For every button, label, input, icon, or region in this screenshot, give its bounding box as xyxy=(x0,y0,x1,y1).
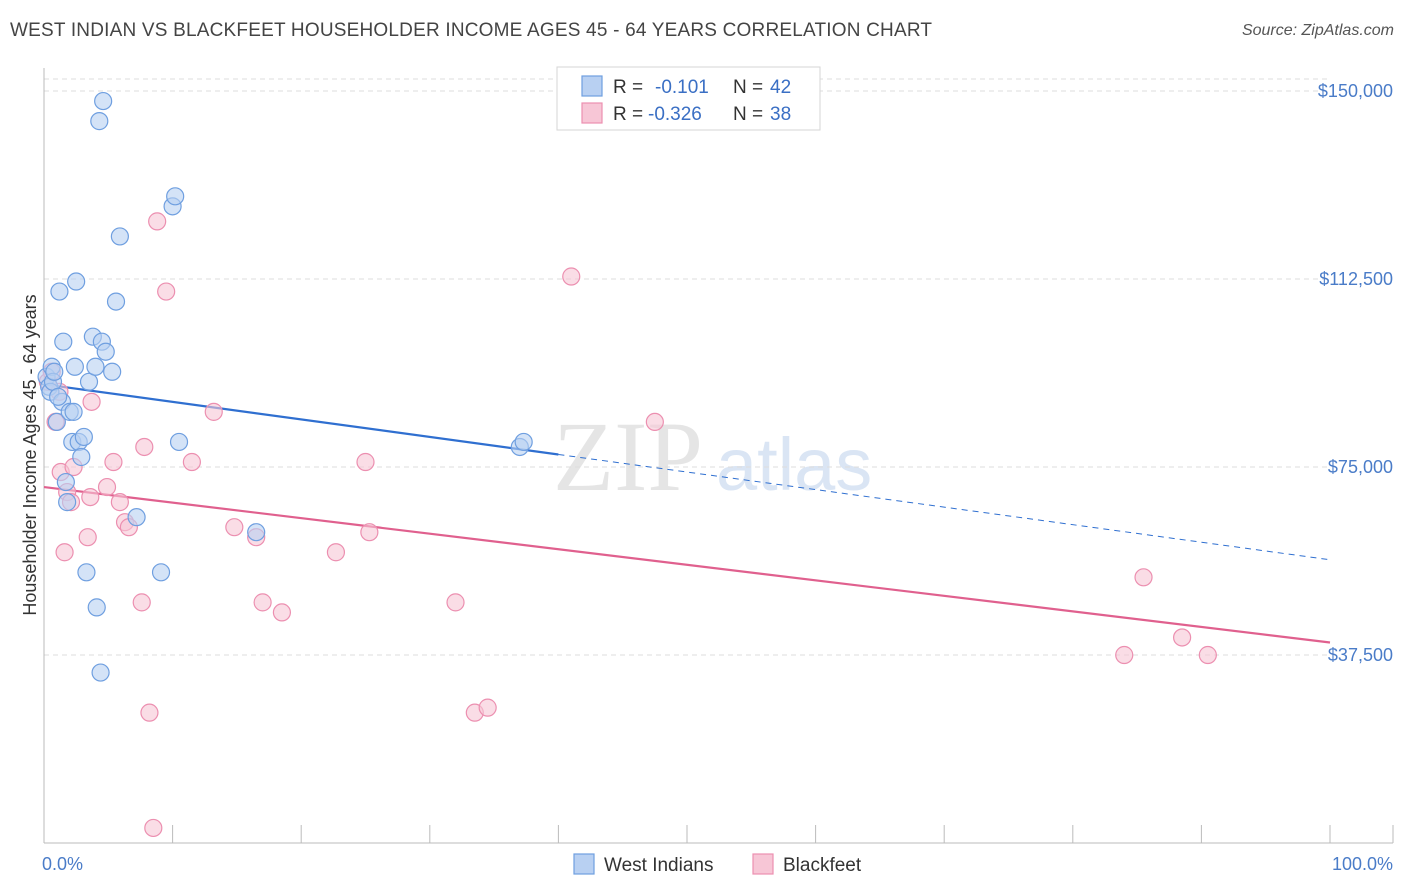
west-indians-point-7 xyxy=(50,282,69,301)
x-tick-label-max: 100.0% xyxy=(1332,854,1393,874)
trend-line-blackfeet xyxy=(43,485,1331,644)
legend-r-value-1: -0.101 xyxy=(655,77,709,98)
west-indians-point-23 xyxy=(86,357,105,376)
legend-n-label-2: N = xyxy=(733,104,763,125)
axes xyxy=(43,68,1394,844)
legend-r-value-2: -0.326 xyxy=(648,104,702,125)
west-indians-point-19 xyxy=(74,427,93,447)
legend-n-value-1: 42 xyxy=(770,77,791,98)
blackfeet-point-39 xyxy=(1173,628,1192,647)
west-indians-point-37 xyxy=(169,432,189,452)
bottom-legend-swatch-west-indians xyxy=(573,853,595,875)
blackfeet-point-31 xyxy=(360,523,379,542)
y-tick-labels: $37,500 $75,000 $112,500 $150,000 xyxy=(1318,81,1393,665)
west-indians-point-31 xyxy=(106,292,126,311)
west-indians-point-40 xyxy=(514,432,533,452)
west-indians-point-9 xyxy=(54,332,73,351)
blackfeet-point-21 xyxy=(148,212,167,231)
legend-swatch-blackfeet xyxy=(581,102,603,124)
blackfeet-point-40 xyxy=(1198,645,1217,665)
west-indians-point-14 xyxy=(64,402,83,421)
legend-r-label-2: R = xyxy=(613,104,643,125)
legend-box: R = -0.101 N = 42 R = -0.326 N = 38 xyxy=(556,66,821,131)
west-indians-point-28 xyxy=(94,91,113,111)
blackfeet-point-12 xyxy=(97,477,117,497)
trend-line-west-indians xyxy=(43,383,559,456)
legend-n-value-2: 38 xyxy=(770,104,791,125)
west-indians-point-16 xyxy=(67,272,86,291)
bottom-legend-swatch-blackfeet xyxy=(752,853,774,875)
west-indians-point-38 xyxy=(247,523,266,542)
west-indians-point-5 xyxy=(45,362,64,381)
blackfeet-point-9 xyxy=(78,528,97,547)
west-indians-point-21 xyxy=(79,372,99,391)
blackfeet-point-36 xyxy=(645,412,664,432)
blackfeet-point-35 xyxy=(562,267,581,286)
y-axis-title: Householder Income Ages 45 - 64 years xyxy=(20,294,40,615)
west-indians-point-29 xyxy=(96,342,115,361)
chart-title: WEST INDIAN VS BLACKFEET HOUSEHOLDER INC… xyxy=(10,20,933,41)
blackfeet-point-24 xyxy=(204,402,223,421)
blackfeet-point-18 xyxy=(135,437,154,457)
legend-swatch-west-indians xyxy=(581,75,603,97)
west-indians-point-20 xyxy=(77,563,96,582)
blackfeet-point-5 xyxy=(55,543,74,562)
west-indians-point-11 xyxy=(58,493,77,512)
blackfeet-point-20 xyxy=(144,818,163,838)
blackfeet-point-19 xyxy=(140,703,159,722)
legend-r-label-1: R = xyxy=(613,77,643,98)
blackfeet-point-25 xyxy=(225,518,244,537)
y-tick-label-1: $75,000 xyxy=(1328,457,1393,477)
x-tick-label-min: 0.0% xyxy=(42,854,83,874)
data-points xyxy=(37,91,1217,838)
trend-lines xyxy=(43,383,1331,644)
west-indians-point-32 xyxy=(110,227,129,246)
watermark-atlas: atlas xyxy=(716,423,872,506)
bottom-legend-blackfeet: Blackfeet xyxy=(783,855,862,876)
west-indians-point-33 xyxy=(127,508,146,527)
west-indians-point-34 xyxy=(151,563,171,582)
source-label: Source: ZipAtlas.com xyxy=(1241,22,1394,39)
trend-line-west-indians-extension xyxy=(558,453,1331,561)
bottom-legend-west-indians: West Indians xyxy=(604,855,713,876)
grid-lines xyxy=(44,78,1330,656)
blackfeet-point-23 xyxy=(182,452,201,472)
west-indians-point-30 xyxy=(103,362,122,381)
blackfeet-point-10 xyxy=(81,487,100,507)
blackfeet-point-27 xyxy=(253,593,272,612)
west-indians-point-41 xyxy=(49,387,68,406)
west-indians-point-26 xyxy=(91,663,110,682)
west-indians-point-36 xyxy=(166,187,185,206)
legend-n-label-1: N = xyxy=(733,77,763,98)
blackfeet-point-34 xyxy=(478,698,497,717)
bottom-legend: West Indians Blackfeet xyxy=(573,853,862,876)
west-indians-point-15 xyxy=(65,357,84,376)
blackfeet-point-14 xyxy=(110,493,129,512)
blackfeet-point-37 xyxy=(1115,645,1134,665)
y-tick-label-2: $112,500 xyxy=(1319,269,1393,289)
blackfeet-point-30 xyxy=(356,452,375,472)
blackfeet-point-13 xyxy=(104,452,123,472)
watermark-zip: ZIP xyxy=(553,401,703,512)
west-indians-point-18 xyxy=(72,447,91,467)
blackfeet-point-28 xyxy=(272,603,292,622)
west-indians-point-10 xyxy=(56,472,75,492)
blackfeet-point-29 xyxy=(326,543,346,562)
blackfeet-point-11 xyxy=(82,392,101,411)
y-tick-label-0: $37,500 xyxy=(1328,645,1393,665)
blackfeet-point-22 xyxy=(157,282,176,301)
west-indians-point-24 xyxy=(87,598,106,617)
west-indians-point-6 xyxy=(47,412,66,432)
west-indians-point-25 xyxy=(90,112,109,131)
y-tick-label-3: $150,000 xyxy=(1318,81,1393,101)
blackfeet-point-17 xyxy=(132,593,151,612)
blackfeet-point-32 xyxy=(446,593,465,612)
blackfeet-point-38 xyxy=(1134,568,1153,587)
